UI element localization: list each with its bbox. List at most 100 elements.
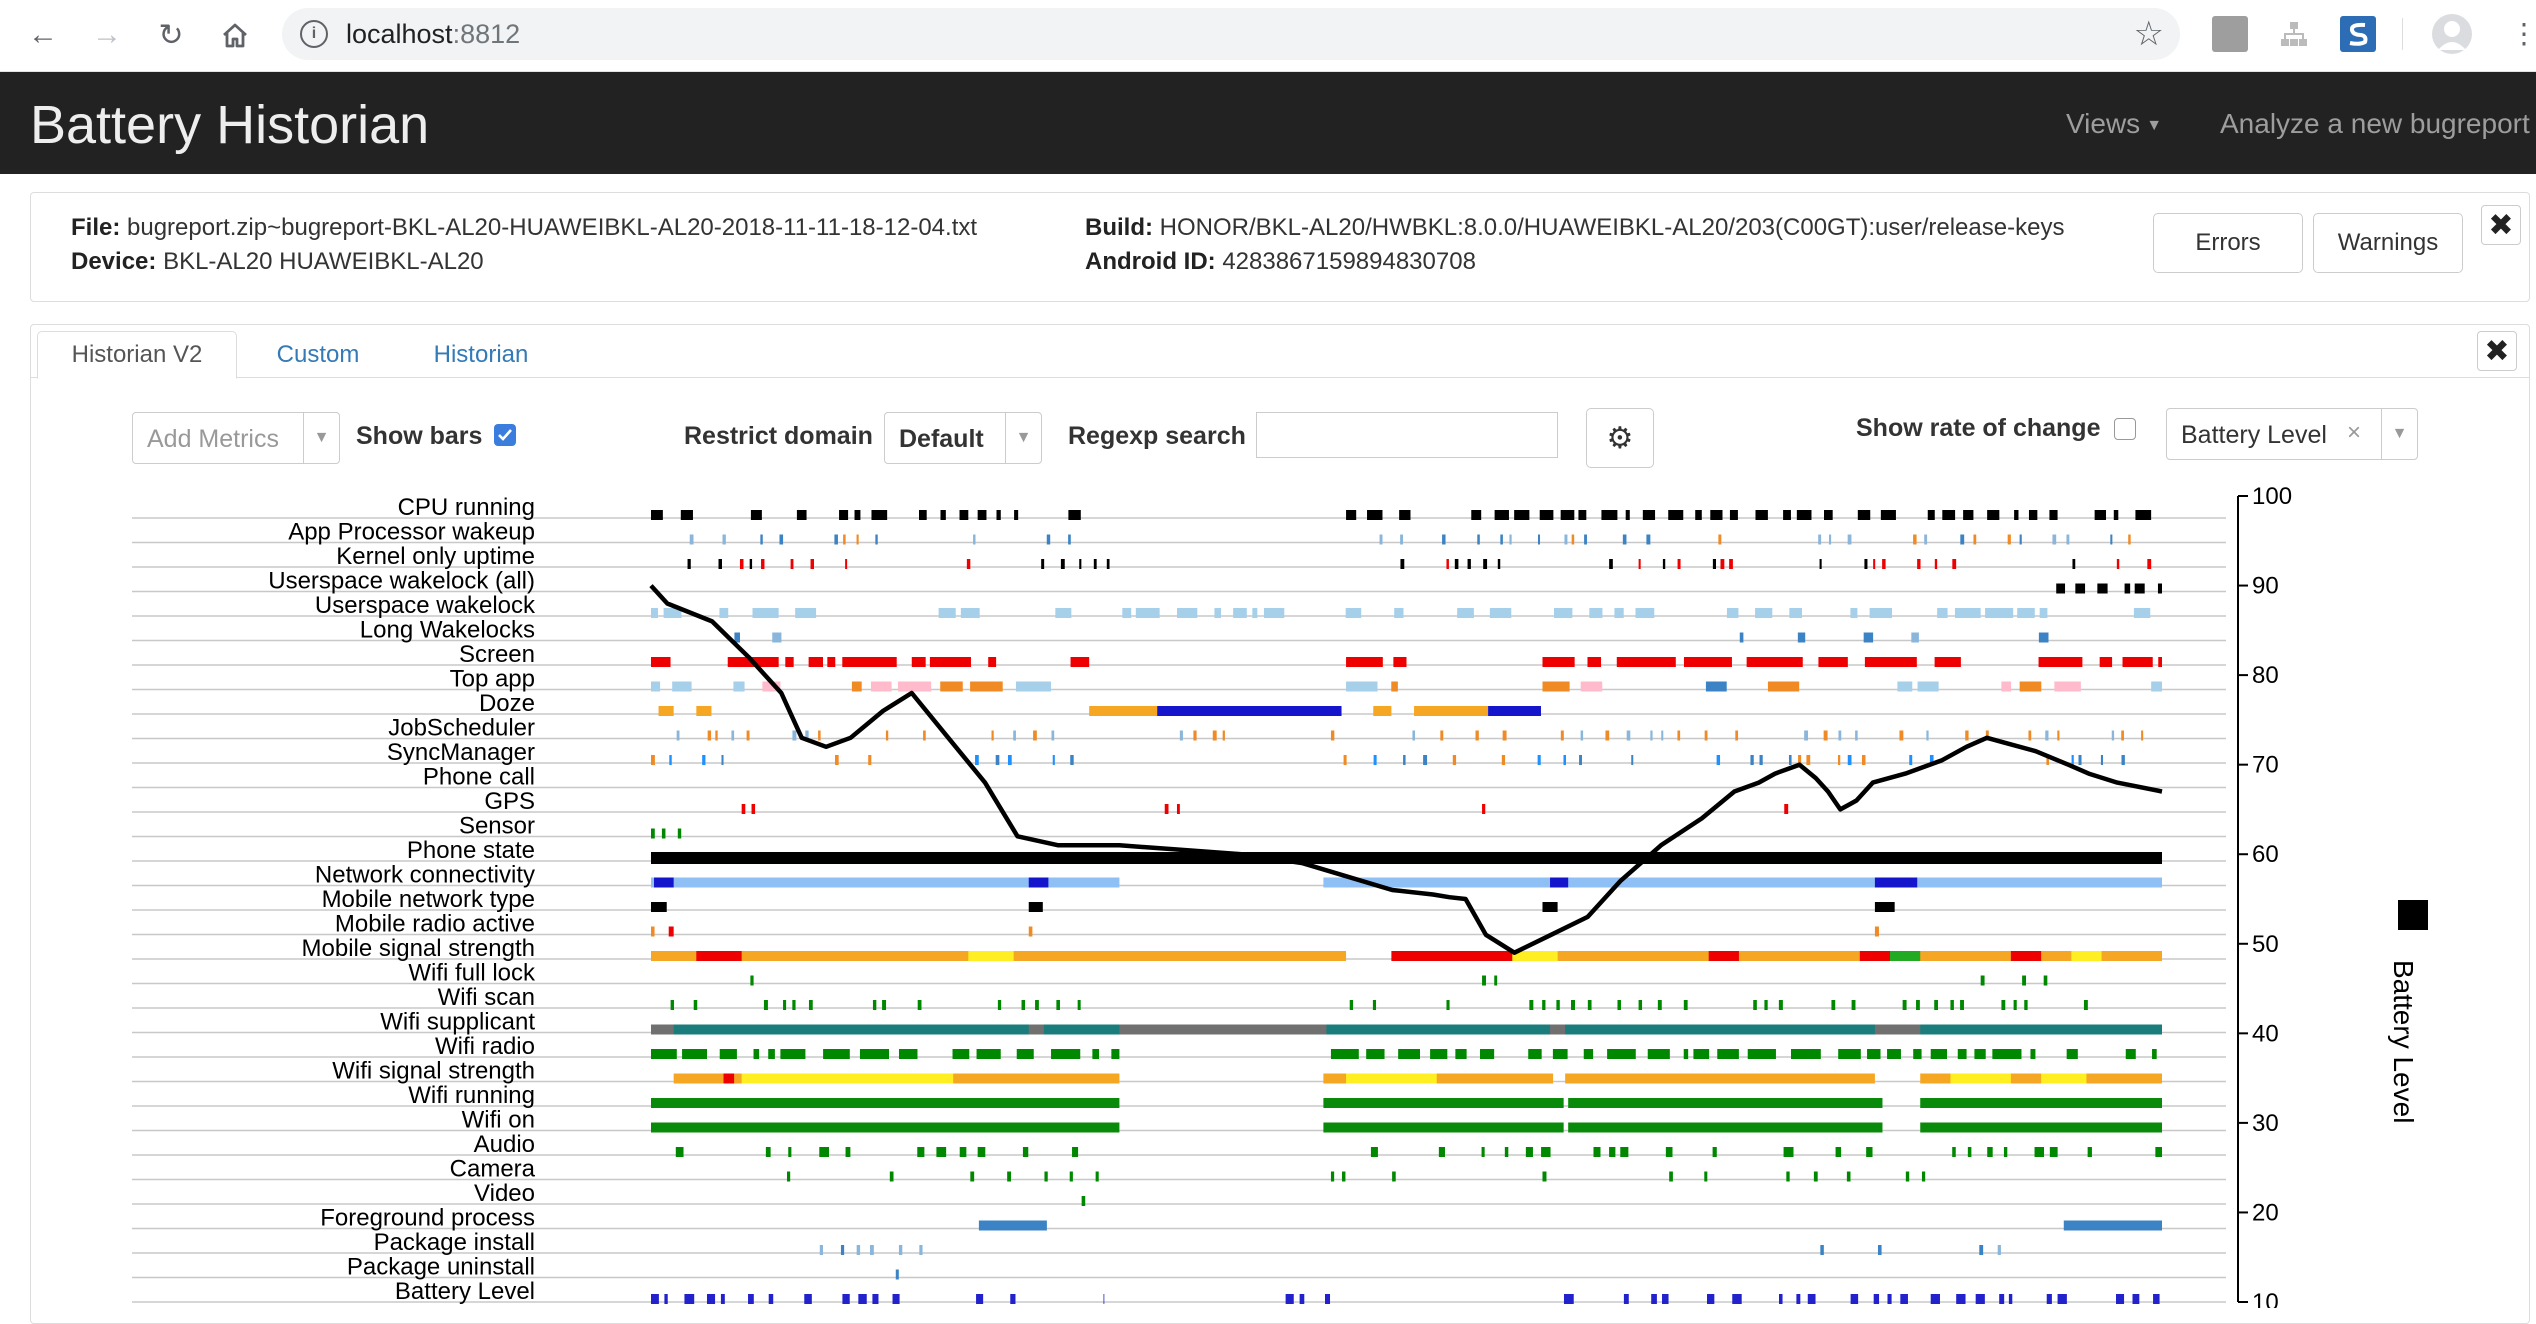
home-icon[interactable]: [214, 14, 256, 56]
event-bar[interactable]: [1092, 1049, 1100, 1059]
event-bar[interactable]: [651, 657, 671, 667]
event-bar[interactable]: [895, 1269, 899, 1280]
event-bar[interactable]: [1718, 534, 1722, 545]
event-bar[interactable]: [1746, 657, 1803, 667]
event-bar[interactable]: [2152, 1049, 2157, 1059]
event-bar[interactable]: [1580, 681, 1603, 692]
event-bar[interactable]: [2155, 1147, 2162, 1157]
event-bar[interactable]: [1683, 1000, 1688, 1010]
event-bar[interactable]: [1623, 1294, 1629, 1304]
event-bar[interactable]: [1847, 755, 1852, 765]
event-bar[interactable]: [1502, 730, 1507, 741]
event-bar[interactable]: [1917, 681, 1939, 692]
event-bar[interactable]: [1869, 608, 1893, 618]
event-bar[interactable]: [1457, 608, 1474, 618]
battery-level-line[interactable]: [649, 584, 2163, 955]
event-bar[interactable]: [2141, 730, 2144, 741]
event-bar[interactable]: [1379, 534, 1383, 545]
event-bar[interactable]: [1838, 755, 1841, 765]
event-bar[interactable]: [1529, 1000, 1534, 1010]
event-bar[interactable]: [741, 804, 746, 814]
event-bar[interactable]: [1638, 1000, 1643, 1010]
event-bar[interactable]: [1330, 730, 1335, 741]
event-bar[interactable]: [1176, 804, 1180, 814]
event-bar[interactable]: [1111, 1049, 1120, 1059]
event-bar[interactable]: [911, 657, 926, 667]
event-bar[interactable]: [1963, 510, 1974, 520]
event-bar[interactable]: [2046, 755, 2049, 765]
event-bar[interactable]: [1987, 1147, 1993, 1157]
event-bar[interactable]: [1778, 1000, 1783, 1010]
event-bar[interactable]: [670, 1000, 674, 1010]
event-bar[interactable]: [1916, 1000, 1920, 1010]
event-bar[interactable]: [1398, 1049, 1421, 1059]
event-bar[interactable]: [1122, 608, 1132, 618]
event-bar[interactable]: [885, 730, 889, 741]
event-bar[interactable]: [1093, 559, 1097, 569]
event-bar[interactable]: [2100, 755, 2104, 765]
event-bar[interactable]: [651, 852, 2162, 864]
event-bar[interactable]: [1542, 902, 1558, 912]
event-bar[interactable]: [1060, 559, 1065, 569]
event-bar[interactable]: [856, 1245, 861, 1255]
event-bar[interactable]: [1593, 1147, 1601, 1157]
event-bar[interactable]: [1818, 534, 1822, 545]
extension-rp-icon[interactable]: [2212, 16, 2248, 52]
event-bar[interactable]: [2099, 657, 2113, 667]
event-bar[interactable]: [1550, 1024, 1566, 1035]
event-bar[interactable]: [2134, 583, 2145, 594]
event-bar[interactable]: [1729, 559, 1733, 569]
event-bar[interactable]: [684, 1294, 695, 1304]
event-bar[interactable]: [1609, 559, 1613, 569]
event-bar[interactable]: [889, 1171, 894, 1182]
event-bar[interactable]: [1233, 608, 1247, 618]
event-bar[interactable]: [1056, 1000, 1060, 1010]
event-bar[interactable]: [1028, 1024, 1044, 1035]
event-bar[interactable]: [2135, 510, 2152, 520]
event-bar[interactable]: [2111, 730, 2115, 741]
event-bar[interactable]: [2066, 534, 2070, 545]
event-bar[interactable]: [818, 730, 821, 741]
event-bar[interactable]: [1973, 534, 1977, 545]
event-bar[interactable]: [779, 534, 784, 545]
event-bar[interactable]: [1346, 657, 1383, 667]
event-bar[interactable]: [1119, 1024, 1327, 1035]
event-bar[interactable]: [1620, 1147, 1629, 1157]
event-bar[interactable]: [651, 1024, 674, 1035]
event-bar[interactable]: [1550, 877, 1569, 888]
event-bar[interactable]: [1863, 632, 1874, 643]
event-bar[interactable]: [1583, 1049, 1594, 1059]
event-bar[interactable]: [1661, 730, 1664, 741]
event-bar[interactable]: [1070, 755, 1074, 765]
event-bar[interactable]: [664, 1294, 668, 1304]
event-bar[interactable]: [991, 730, 994, 741]
event-bar[interactable]: [1323, 1073, 1554, 1084]
event-bar[interactable]: [1807, 1294, 1816, 1304]
event-bar[interactable]: [1021, 1000, 1026, 1010]
event-bar[interactable]: [1720, 559, 1725, 569]
bookmark-star-icon[interactable]: ☆: [2133, 15, 2164, 53]
event-bar[interactable]: [651, 681, 661, 692]
event-bar[interactable]: [1106, 559, 1110, 569]
event-bar[interactable]: [1979, 1245, 1984, 1255]
event-bar[interactable]: [2116, 559, 2120, 569]
event-bar[interactable]: [1542, 1171, 1547, 1182]
event-bar[interactable]: [672, 681, 692, 692]
event-bar[interactable]: [1346, 510, 1357, 520]
event-bar[interactable]: [1135, 608, 1160, 618]
event-bar[interactable]: [1489, 608, 1512, 618]
event-bar[interactable]: [1414, 706, 1489, 716]
event-bar[interactable]: [1850, 608, 1858, 618]
event-bar[interactable]: [1864, 559, 1868, 569]
warnings-button[interactable]: Warnings: [2313, 213, 2463, 273]
event-bar[interactable]: [819, 1245, 823, 1255]
event-bar[interactable]: [752, 608, 779, 618]
event-bar[interactable]: [1650, 730, 1653, 741]
event-bar[interactable]: [1528, 1049, 1542, 1059]
event-bar[interactable]: [892, 1294, 900, 1304]
event-bar[interactable]: [719, 608, 729, 618]
event-bar[interactable]: [1662, 559, 1666, 569]
event-bar[interactable]: [872, 1294, 879, 1304]
event-bar[interactable]: [651, 1098, 1120, 1108]
event-bar[interactable]: [917, 1000, 922, 1010]
